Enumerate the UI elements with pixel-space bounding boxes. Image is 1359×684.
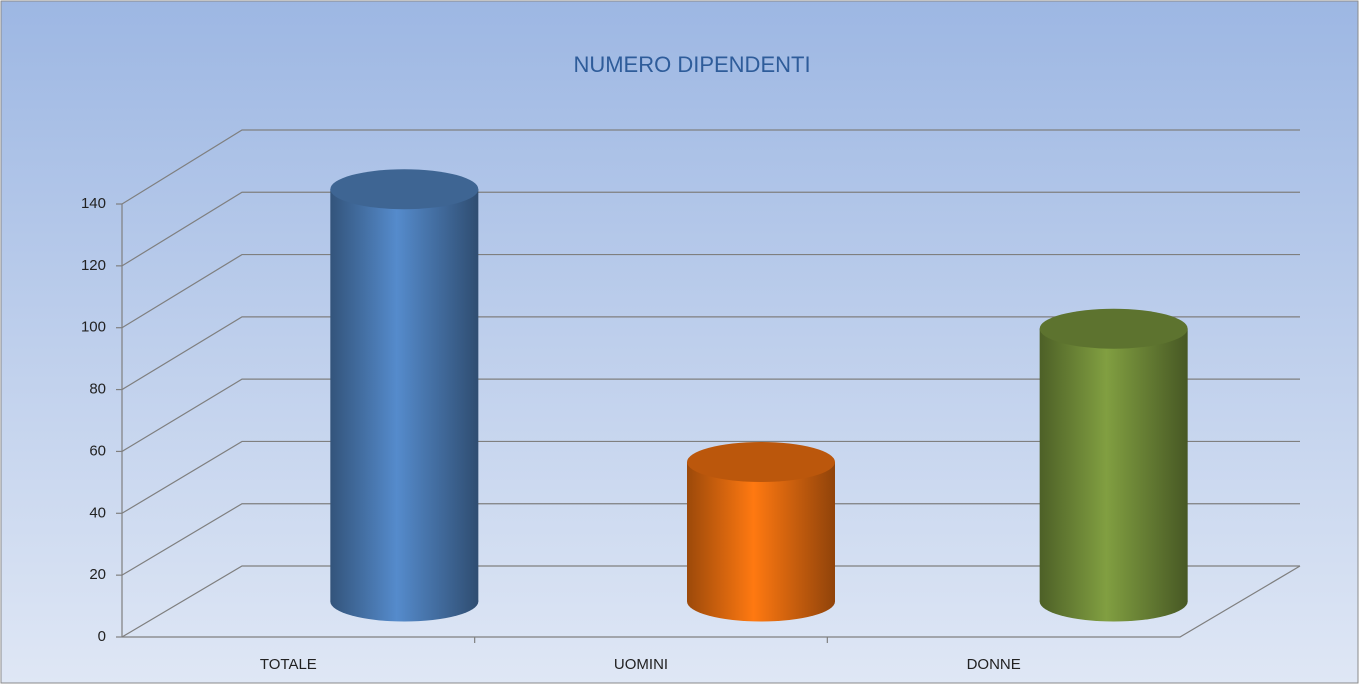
y-tick-label: 0 bbox=[98, 628, 106, 645]
y-tick-label: 100 bbox=[81, 319, 106, 336]
y-tick-label: 20 bbox=[89, 566, 106, 583]
y-tick-label: 60 bbox=[89, 442, 106, 459]
grid-line bbox=[121, 503, 1300, 576]
y-tick-label: 80 bbox=[89, 381, 106, 398]
grid-line bbox=[121, 129, 1300, 205]
grid-line bbox=[121, 378, 1300, 452]
bar-top bbox=[687, 442, 835, 482]
grid-line bbox=[121, 440, 1300, 514]
bar bbox=[1039, 328, 1188, 602]
grid-line bbox=[121, 191, 1300, 267]
bar-top bbox=[330, 169, 479, 210]
chart-title: NUMERO DIPENDENTI bbox=[573, 52, 810, 77]
bar bbox=[687, 462, 835, 602]
grid-line bbox=[121, 565, 1300, 638]
grid-line bbox=[121, 253, 1300, 329]
x-tick-label: DONNE bbox=[967, 656, 1021, 673]
y-tick-label: 140 bbox=[81, 195, 106, 212]
y-tick-label: 120 bbox=[81, 257, 106, 274]
grid-line bbox=[121, 316, 1300, 391]
bar bbox=[330, 189, 479, 602]
x-tick-label: TOTALE bbox=[260, 656, 317, 673]
y-tick-label: 40 bbox=[89, 504, 106, 521]
bar-top bbox=[1039, 308, 1188, 349]
x-tick-label: UOMINI bbox=[614, 656, 668, 673]
